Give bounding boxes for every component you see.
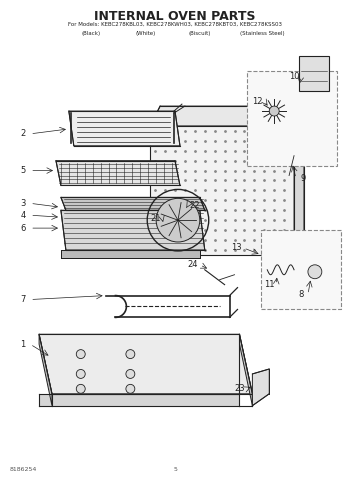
- Polygon shape: [56, 161, 180, 185]
- Bar: [247, 71, 337, 166]
- Text: 13: 13: [231, 243, 242, 253]
- Polygon shape: [39, 334, 252, 394]
- Circle shape: [156, 199, 200, 242]
- Text: (Biscuit): (Biscuit): [189, 31, 211, 36]
- Text: 5: 5: [21, 166, 26, 175]
- Polygon shape: [150, 126, 294, 255]
- Bar: [261, 230, 341, 310]
- Text: For Models: KEBC278KBL03, KEBC278KWH03, KEBC278KBT03, KEBC278KSS03: For Models: KEBC278KBL03, KEBC278KWH03, …: [68, 22, 282, 27]
- Polygon shape: [69, 111, 180, 146]
- Text: 6: 6: [21, 224, 26, 233]
- Bar: [299, 57, 329, 91]
- Polygon shape: [39, 394, 239, 406]
- Text: 10: 10: [289, 72, 299, 81]
- Text: 8: 8: [298, 290, 304, 299]
- Text: (White): (White): [135, 31, 155, 36]
- Circle shape: [126, 350, 135, 358]
- Text: 2: 2: [21, 129, 26, 138]
- Text: 21: 21: [150, 213, 160, 223]
- Polygon shape: [61, 210, 205, 250]
- Text: 1: 1: [21, 340, 26, 349]
- Text: 9: 9: [300, 174, 306, 183]
- Text: 12: 12: [252, 97, 262, 106]
- Text: (Black): (Black): [81, 31, 100, 36]
- Text: 3: 3: [21, 199, 26, 208]
- Circle shape: [76, 369, 85, 378]
- Polygon shape: [239, 334, 252, 406]
- Text: INTERNAL OVEN PARTS: INTERNAL OVEN PARTS: [94, 10, 256, 23]
- Polygon shape: [252, 369, 269, 406]
- Text: 11: 11: [264, 280, 274, 289]
- Polygon shape: [294, 106, 304, 255]
- Circle shape: [269, 106, 279, 116]
- Text: 5: 5: [173, 467, 177, 472]
- Polygon shape: [61, 250, 200, 258]
- Polygon shape: [39, 334, 52, 406]
- Text: (Stainless Steel): (Stainless Steel): [240, 31, 285, 36]
- Text: 7: 7: [21, 295, 26, 304]
- Text: 24: 24: [188, 260, 198, 270]
- Text: 4: 4: [21, 211, 26, 220]
- Text: 23: 23: [234, 384, 245, 393]
- Circle shape: [126, 369, 135, 378]
- Polygon shape: [150, 106, 304, 126]
- Circle shape: [308, 265, 322, 279]
- Circle shape: [76, 384, 85, 393]
- Circle shape: [126, 384, 135, 393]
- Polygon shape: [61, 198, 205, 210]
- Circle shape: [76, 350, 85, 358]
- Text: 8186254: 8186254: [9, 467, 37, 472]
- Text: 22: 22: [190, 201, 200, 210]
